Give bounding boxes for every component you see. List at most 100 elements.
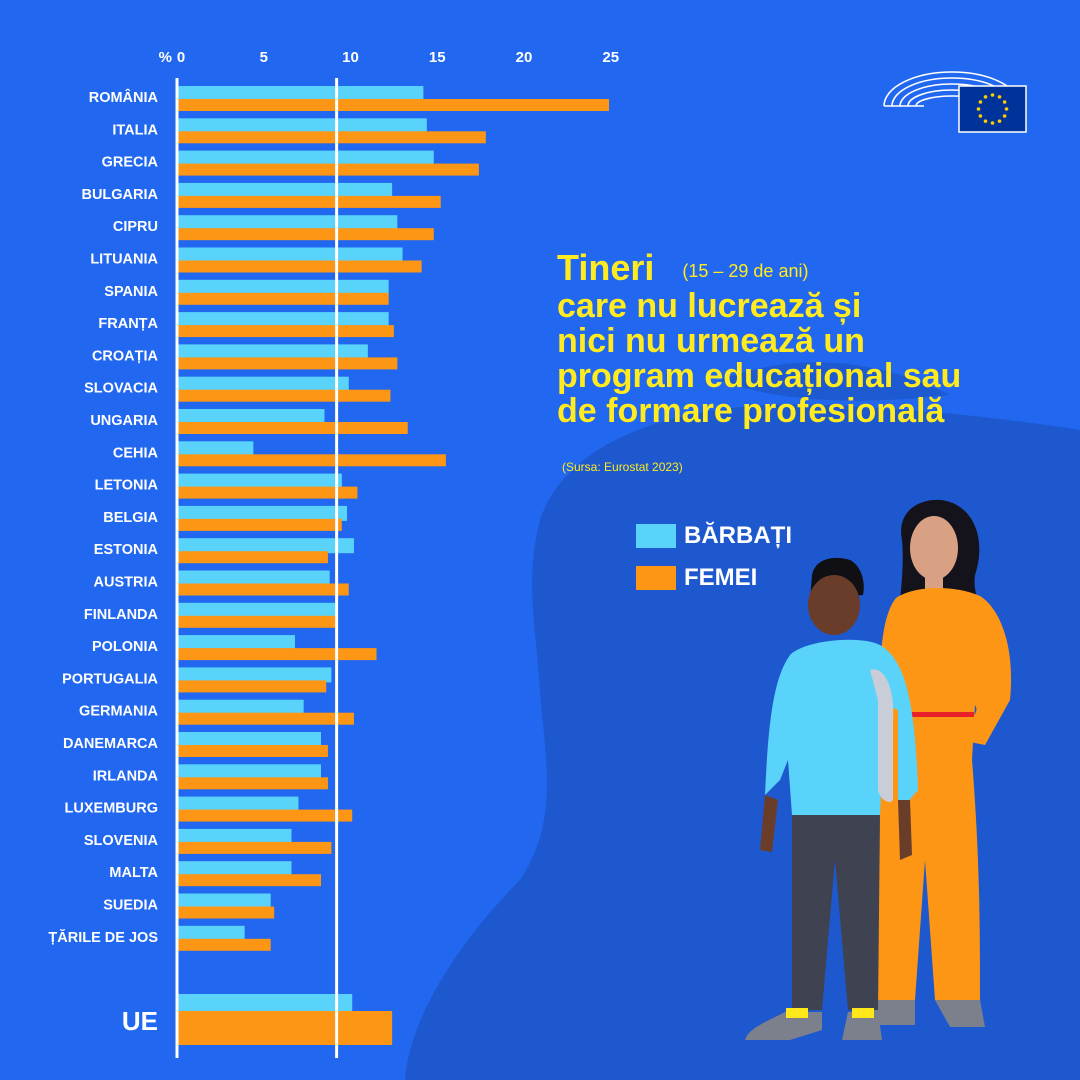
bar-men: [177, 732, 322, 747]
country-label-ue: UE: [122, 1006, 158, 1036]
bar-men: [177, 796, 299, 812]
bar-men: [177, 538, 354, 554]
bar-women: [177, 486, 358, 499]
bar-women: [177, 841, 332, 854]
legend-swatch-men: [636, 524, 676, 548]
country-label: ESTONIA: [94, 542, 159, 558]
country-label: LUXEMBURG: [65, 801, 158, 817]
bar-men: [177, 150, 434, 166]
bar-women: [177, 648, 377, 661]
bar-women: [177, 131, 486, 144]
eu-star-icon: [976, 107, 981, 111]
country-label: GRECIA: [102, 155, 159, 171]
eu-star-icon: [990, 121, 995, 125]
eu-star-icon: [1002, 100, 1007, 104]
legend-item-women: FEMEI: [636, 557, 792, 599]
axis-unit-label: %: [159, 49, 172, 66]
woman-shoe: [935, 1000, 985, 1027]
bar-women: [177, 777, 328, 790]
bar-men: [177, 861, 292, 877]
bar-men: [177, 247, 403, 263]
x-tick-label: 0: [177, 49, 185, 66]
country-label: ROMÂNIA: [89, 88, 159, 106]
bar-men: [177, 602, 337, 618]
legend: BĂRBAȚI FEMEI: [636, 515, 792, 599]
source-note: (Sursa: Eurostat 2023): [562, 460, 683, 474]
country-label: SPANIA: [104, 284, 158, 300]
bar-men: [177, 441, 254, 457]
title-word: Tineri: [557, 247, 655, 288]
bar-men: [177, 667, 332, 683]
man-shoe: [842, 1012, 882, 1040]
legend-swatch-women: [636, 566, 676, 590]
background-blob: [720, 362, 950, 401]
bar-men: [177, 699, 304, 715]
x-tick-label: 20: [516, 49, 533, 66]
eu-star-icon: [978, 100, 983, 104]
x-tick-label: 15: [429, 49, 446, 66]
eu-star-icon: [997, 119, 1002, 123]
bar-women: [177, 615, 337, 628]
bar-women-ue: [177, 1011, 393, 1045]
bar-women: [177, 938, 271, 951]
woman-jumpsuit: [875, 587, 1012, 1000]
woman-belt: [910, 712, 974, 717]
legend-label-men: BĂRBAȚI: [684, 522, 792, 549]
eu-star-icon: [983, 95, 988, 99]
bar-women: [177, 745, 328, 757]
country-label: SLOVACIA: [84, 381, 158, 397]
man-sock: [786, 1008, 808, 1018]
bar-men: [177, 473, 342, 489]
bar-men: [177, 182, 393, 198]
man-hand: [898, 800, 912, 860]
eu-star-icon: [978, 114, 983, 118]
man-trousers: [792, 815, 880, 1010]
title-line: care nu lucrează și: [557, 286, 862, 325]
x-tick-label: 5: [260, 49, 268, 66]
bar-women: [177, 874, 322, 887]
eu-star-icon: [997, 95, 1002, 99]
bar-men: [177, 118, 427, 134]
bar-women: [177, 325, 394, 338]
country-label: BULGARIA: [81, 187, 158, 203]
bar-women: [177, 228, 434, 241]
bar-women: [177, 357, 398, 370]
country-label: CROAȚIA: [92, 348, 159, 364]
bar-men: [177, 828, 292, 844]
man-sock: [852, 1008, 874, 1018]
bar-women: [177, 809, 353, 822]
bar-women: [177, 680, 327, 693]
bar-women: [177, 518, 342, 531]
bar-women: [177, 163, 479, 176]
x-tick-label: 25: [602, 49, 619, 66]
country-label: BELGIA: [103, 510, 158, 526]
bar-men: [177, 312, 389, 328]
bar-men: [177, 925, 245, 941]
man-bag-strap: [870, 669, 894, 802]
title-line: nici nu urmează un: [557, 321, 865, 360]
country-label: CEHIA: [113, 445, 159, 461]
country-label: POLONIA: [92, 639, 159, 655]
man-face: [808, 575, 860, 635]
legend-item-men: BĂRBAȚI: [636, 515, 792, 557]
country-label: CIPRU: [113, 219, 158, 235]
bar-men: [177, 279, 389, 295]
bar-women: [177, 712, 354, 725]
bar-men: [177, 505, 348, 521]
bar-men: [177, 376, 349, 392]
woman-face: [910, 516, 958, 580]
man-hand: [760, 795, 778, 852]
country-label: SUEDIA: [103, 898, 158, 914]
bar-men: [177, 635, 295, 651]
bar-women: [177, 99, 610, 111]
bar-men: [177, 764, 322, 780]
country-label: AUSTRIA: [94, 575, 159, 591]
legend-label-women: FEMEI: [684, 564, 758, 591]
bar-women: [177, 260, 422, 273]
title-line: program educațional sau: [557, 356, 962, 395]
bar-men: [177, 409, 325, 424]
bar-women: [177, 583, 349, 596]
bar-men: [177, 215, 398, 231]
bar-women: [177, 422, 408, 434]
